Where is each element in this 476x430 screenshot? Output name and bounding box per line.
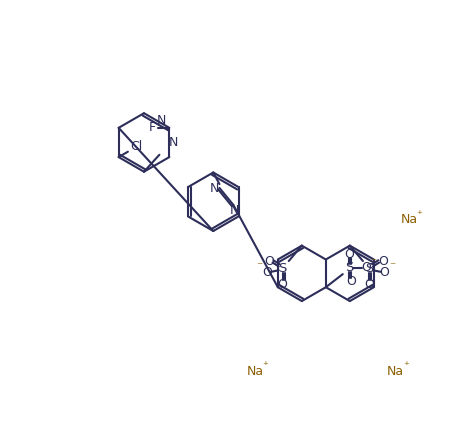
- Text: ⁻: ⁻: [256, 261, 262, 274]
- Text: ⁺: ⁺: [402, 361, 408, 371]
- Text: S: S: [344, 261, 352, 274]
- Text: ⁻: ⁻: [388, 261, 395, 274]
- Text: N: N: [156, 114, 166, 127]
- Text: Na: Na: [246, 365, 263, 378]
- Text: N: N: [209, 182, 218, 195]
- Text: ⁻: ⁻: [370, 256, 376, 269]
- Text: Na: Na: [387, 365, 404, 378]
- Text: O: O: [262, 266, 271, 279]
- Text: O: O: [363, 278, 373, 291]
- Text: S: S: [364, 262, 373, 275]
- Text: S: S: [278, 262, 286, 275]
- Text: N: N: [229, 204, 239, 217]
- Text: O: O: [277, 278, 287, 291]
- Text: N: N: [169, 136, 178, 149]
- Text: ⁺: ⁺: [415, 210, 421, 220]
- Text: O: O: [379, 266, 388, 279]
- Text: O: O: [263, 255, 273, 267]
- Text: O: O: [360, 261, 370, 274]
- Text: Na: Na: [399, 213, 416, 226]
- Text: F: F: [149, 121, 156, 134]
- Text: O: O: [343, 248, 353, 261]
- Text: O: O: [377, 255, 387, 267]
- Text: O: O: [346, 275, 356, 289]
- Text: ⁺: ⁺: [261, 361, 267, 371]
- Text: Cl: Cl: [130, 140, 142, 153]
